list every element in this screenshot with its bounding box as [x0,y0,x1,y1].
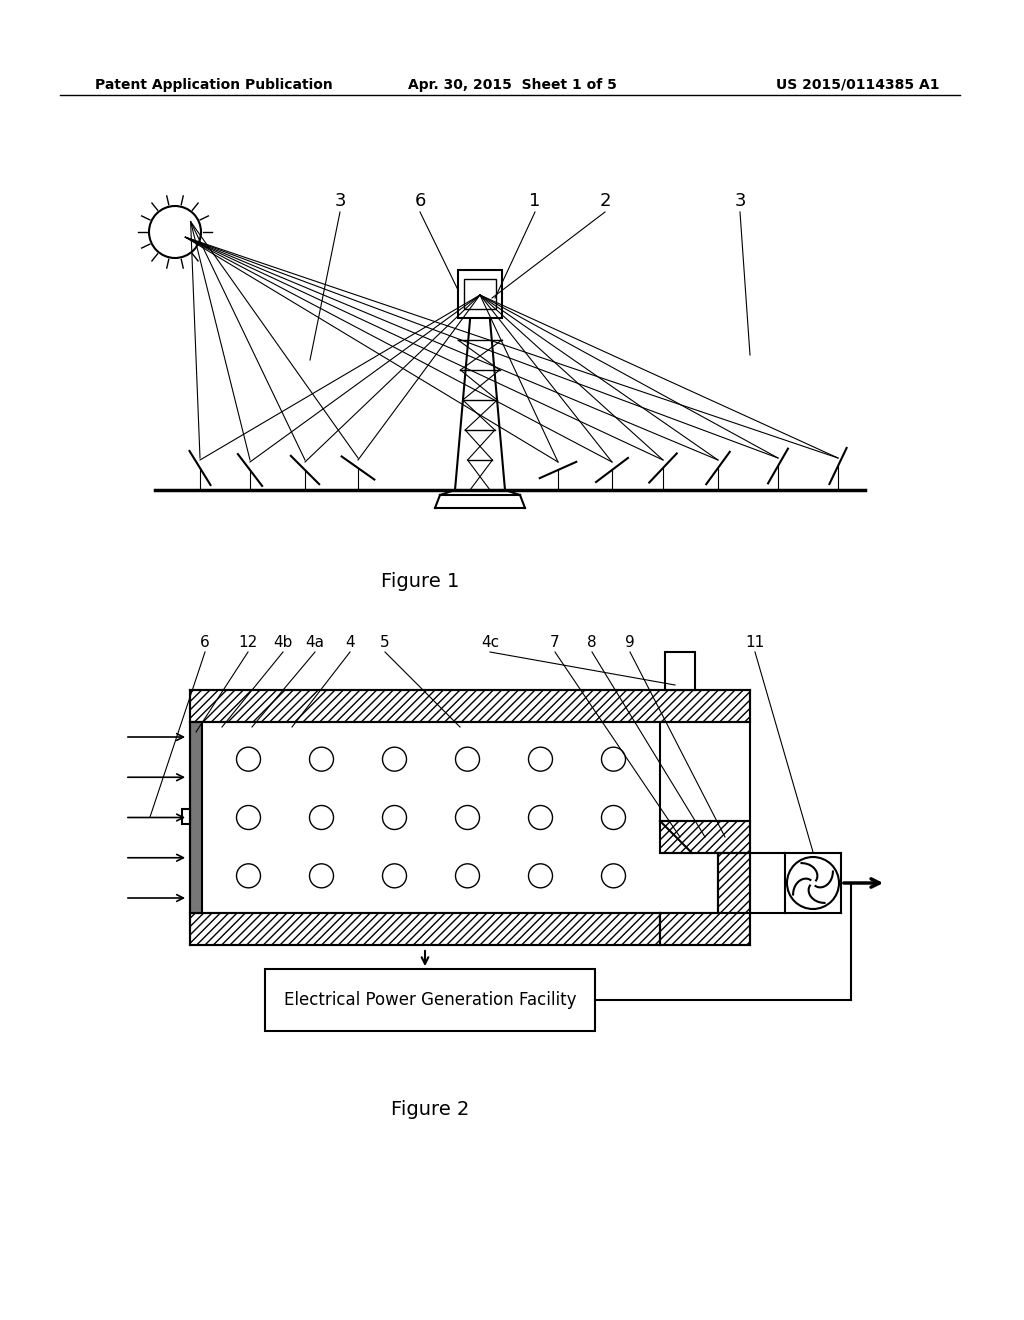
Bar [190,690,750,722]
Bar [458,271,502,318]
Text: 6: 6 [415,191,426,210]
Bar [718,853,750,913]
Text: Apr. 30, 2015  Sheet 1 of 5: Apr. 30, 2015 Sheet 1 of 5 [408,78,616,92]
Circle shape [309,747,334,771]
Text: 12: 12 [239,635,258,649]
Bar [182,809,190,824]
Circle shape [528,805,553,829]
Text: 11: 11 [745,635,765,649]
Circle shape [237,805,260,829]
Circle shape [528,863,553,888]
Circle shape [528,747,553,771]
Text: 5: 5 [380,635,390,649]
Bar [660,821,750,853]
Circle shape [601,863,626,888]
Text: Electrical Power Generation Facility: Electrical Power Generation Facility [284,991,577,1008]
Circle shape [456,747,479,771]
Text: 4b: 4b [273,635,293,649]
Circle shape [787,857,839,909]
Text: Figure 1: Figure 1 [381,572,459,591]
Bar [265,969,595,1031]
Text: 1: 1 [529,191,541,210]
Text: 3: 3 [334,191,346,210]
Text: 7: 7 [550,635,560,649]
Text: 4: 4 [345,635,354,649]
Bar [190,913,660,945]
Circle shape [383,747,407,771]
Circle shape [309,863,334,888]
Text: 4a: 4a [305,635,325,649]
Bar [190,722,202,913]
Text: Patent Application Publication: Patent Application Publication [95,78,333,92]
Circle shape [237,747,260,771]
Text: 9: 9 [625,635,635,649]
Bar [660,913,750,945]
Circle shape [150,206,201,257]
Text: 2: 2 [599,191,610,210]
Circle shape [601,747,626,771]
Circle shape [601,805,626,829]
Circle shape [383,805,407,829]
Text: 3: 3 [734,191,745,210]
Bar [464,279,496,309]
Text: 6: 6 [200,635,210,649]
Bar [665,652,695,690]
Circle shape [456,805,479,829]
Circle shape [383,863,407,888]
Circle shape [309,805,334,829]
Text: US 2015/0114385 A1: US 2015/0114385 A1 [776,78,940,92]
Circle shape [237,863,260,888]
Circle shape [456,863,479,888]
Text: 4c: 4c [481,635,499,649]
Text: 8: 8 [587,635,597,649]
Text: Figure 2: Figure 2 [391,1100,469,1119]
